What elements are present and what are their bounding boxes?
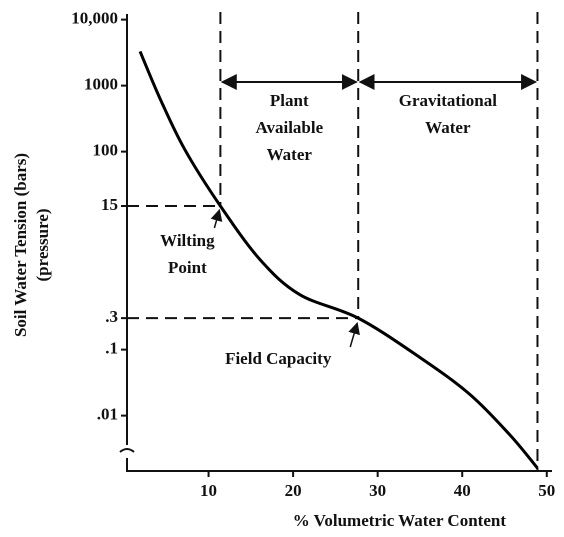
y-tick-label: 1000: [84, 75, 118, 94]
x-tick-label: 40: [454, 481, 471, 500]
x-tick-label: 50: [538, 481, 555, 500]
field-capacity-arrow: [348, 321, 360, 348]
y-tick-label: .1: [105, 339, 118, 358]
wilting-point-arrow: [210, 208, 223, 229]
x-tick-label: 30: [369, 481, 386, 500]
zone-label: Available: [255, 118, 323, 137]
y-tick-label: 15: [101, 195, 118, 214]
zone-label: Plant: [270, 91, 309, 110]
wilting-point-label: Wilting: [160, 231, 215, 250]
x-tick-label: 10: [200, 481, 217, 500]
y-axis-label: (pressure): [33, 208, 52, 281]
y-axis-label: Soil Water Tension (bars): [11, 153, 30, 337]
wilting-point-label: Point: [168, 258, 207, 277]
curve: [138, 50, 539, 470]
y-tick-label: 100: [93, 141, 119, 160]
x-tick-label: 20: [285, 481, 302, 500]
field-capacity-label: Field Capacity: [225, 349, 332, 368]
x-axis-label: % Volumetric Water Content: [293, 511, 507, 530]
y-tick-label: 10,000: [71, 9, 118, 28]
axis-break: [119, 448, 135, 453]
y-tick-label: .01: [97, 405, 118, 424]
zone-label: Water: [267, 145, 313, 164]
y-tick-label: .3: [105, 307, 118, 326]
zone-label: Gravitational: [399, 91, 497, 110]
zone-label: Water: [425, 118, 471, 137]
